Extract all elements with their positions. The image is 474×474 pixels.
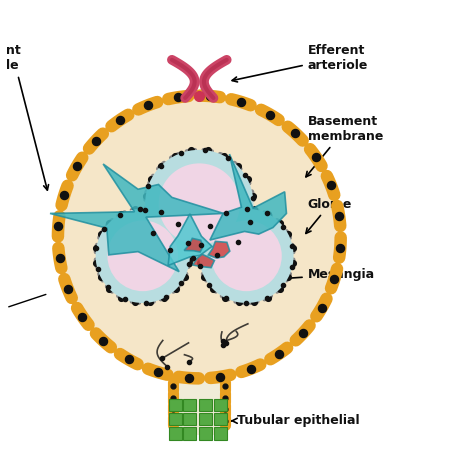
- FancyBboxPatch shape: [169, 413, 182, 426]
- PathPatch shape: [184, 238, 203, 252]
- FancyBboxPatch shape: [169, 399, 182, 411]
- Circle shape: [199, 209, 293, 303]
- FancyBboxPatch shape: [199, 399, 212, 411]
- Circle shape: [108, 220, 178, 291]
- FancyBboxPatch shape: [173, 378, 225, 435]
- Circle shape: [159, 164, 240, 245]
- FancyBboxPatch shape: [199, 427, 212, 439]
- FancyBboxPatch shape: [214, 427, 227, 439]
- FancyBboxPatch shape: [169, 427, 182, 439]
- PathPatch shape: [208, 241, 230, 258]
- FancyBboxPatch shape: [199, 413, 212, 426]
- PathPatch shape: [210, 154, 286, 240]
- FancyBboxPatch shape: [183, 399, 197, 411]
- Text: Mesangia: Mesangia: [274, 268, 375, 281]
- Text: Tubular epithelial: Tubular epithelial: [231, 414, 360, 427]
- FancyBboxPatch shape: [214, 399, 227, 411]
- PathPatch shape: [192, 255, 214, 268]
- FancyBboxPatch shape: [183, 413, 197, 426]
- PathPatch shape: [168, 214, 212, 265]
- Circle shape: [58, 96, 341, 378]
- Text: Efferent
arteriole: Efferent arteriole: [232, 44, 368, 82]
- Circle shape: [211, 220, 282, 291]
- FancyBboxPatch shape: [183, 427, 197, 439]
- Text: Basement
membrane: Basement membrane: [306, 115, 383, 177]
- Text: nt
le: nt le: [6, 44, 48, 190]
- FancyBboxPatch shape: [214, 413, 227, 426]
- Circle shape: [96, 209, 190, 303]
- PathPatch shape: [50, 164, 224, 272]
- Text: Glome: Glome: [306, 198, 352, 233]
- Circle shape: [145, 150, 254, 258]
